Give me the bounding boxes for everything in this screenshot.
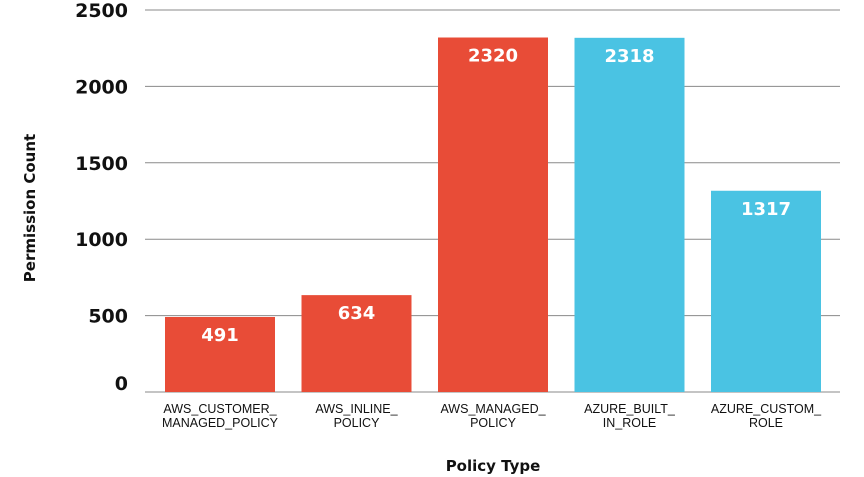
x-axis-title: Policy Type [446, 457, 541, 475]
y-tick-label: 500 [88, 306, 128, 328]
x-tick-label: AWS_CUSTOMER_ MANAGED_POLICY [162, 402, 279, 430]
x-axis-ticks: AWS_CUSTOMER_ MANAGED_POLICY AWS_INLINE_ PO… [162, 402, 822, 430]
data-label: 2320 [468, 46, 518, 67]
y-tick-label: 2000 [75, 76, 128, 98]
bar [301, 295, 412, 392]
bar [574, 37, 685, 392]
y-tick-label: 1000 [75, 229, 128, 251]
bar [438, 37, 548, 393]
data-label: 1317 [741, 199, 791, 220]
bar [165, 316, 275, 392]
x-tick-label: AWS_MANAGED_ POLICY [440, 402, 546, 430]
bars [165, 37, 821, 393]
y-tick-label: 1500 [75, 153, 128, 175]
y-axis-title: Permission Count [21, 134, 39, 282]
x-tick-label: AZURE_CUSTOM_ ROLE [711, 402, 822, 430]
x-tick-label: AWS_INLINE_ POLICY [315, 402, 398, 430]
bar [711, 190, 821, 392]
data-labels: 491 634 2320 2318 1317 [201, 46, 791, 346]
y-tick-label: 0 [115, 373, 128, 395]
y-tick-label: 2500 [75, 0, 128, 22]
y-axis-ticks: 0 500 1000 1500 2000 2500 [75, 0, 128, 395]
data-label: 634 [338, 303, 376, 324]
x-tick-label: AZURE_BUILT_ IN_ROLE [584, 402, 676, 430]
data-label: 2318 [604, 46, 654, 67]
data-label: 491 [201, 325, 239, 346]
